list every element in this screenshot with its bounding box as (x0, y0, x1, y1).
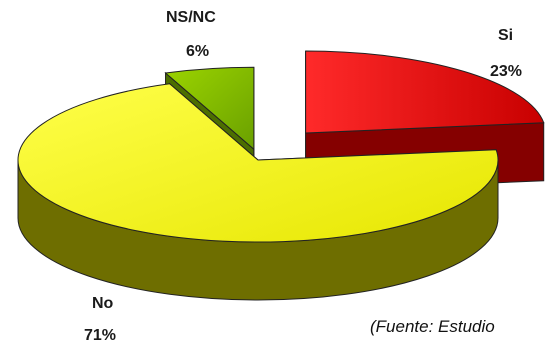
slice-label-si: Si (498, 27, 513, 44)
pie-slice-no (17, 83, 499, 243)
pie-slice-nsnc (164, 66, 255, 151)
slice-label-no: No (92, 295, 114, 312)
slice-value-no: 71% (84, 327, 116, 344)
source-note: (Fuente: Estudio (370, 317, 495, 336)
slice-value-si: 23% (490, 63, 522, 80)
slice-value-nsnc: 6% (186, 43, 209, 60)
slice-label-nsnc: NS/NC (166, 9, 216, 26)
pie-slice-si (305, 50, 545, 134)
